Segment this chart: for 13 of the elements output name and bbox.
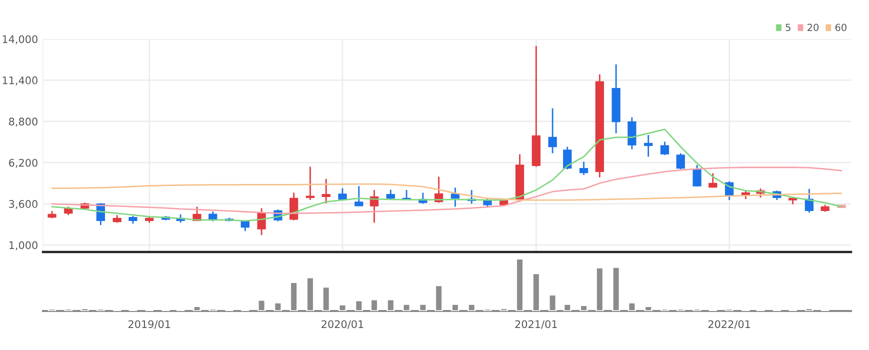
y-tick-label: 1,000: [9, 241, 38, 250]
legend-label: 20: [808, 24, 819, 32]
y-tick-label: 6,200: [9, 158, 38, 168]
y-tick-label: 11,400: [2, 76, 38, 86]
x-tick-label: 2022/01: [708, 320, 750, 329]
y-tick-label: 14,000: [2, 35, 38, 44]
y-tick-label: 8,800: [9, 118, 38, 127]
legend-label: 60: [835, 24, 846, 32]
x-tick-label: 2020/01: [322, 320, 364, 329]
x-tick-label: 2019/01: [128, 320, 170, 329]
legend-label: 5: [786, 24, 790, 32]
y-tick-label: 3,600: [9, 200, 38, 209]
x-tick-label: 2021/01: [515, 320, 557, 329]
